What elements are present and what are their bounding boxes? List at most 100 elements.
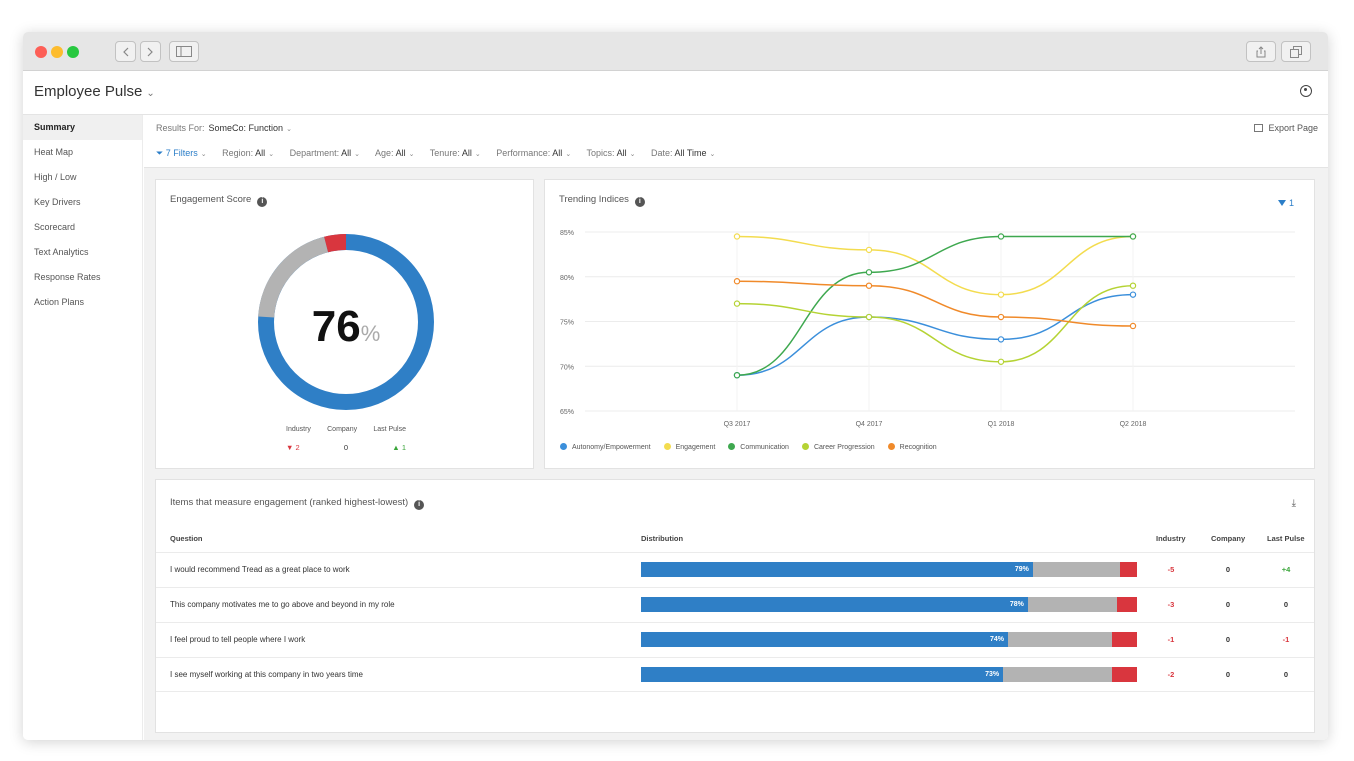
data-point[interactable] xyxy=(733,371,741,379)
engagement-score-card: Engagement Score i 76% Industry Company L… xyxy=(155,179,534,469)
chevron-down-icon: ⌄ xyxy=(268,151,275,158)
positive-segment: 73% xyxy=(641,667,1004,682)
comparison-company-value: 0 xyxy=(343,443,349,452)
table-row[interactable]: I would recommend Tread as a great place… xyxy=(156,552,1314,587)
filters-toggle[interactable]: ⏷ 7 Filters ⌄ xyxy=(156,148,207,158)
legend-label: Communication xyxy=(740,444,789,451)
data-point[interactable] xyxy=(1129,282,1137,289)
header-distribution: Distribution xyxy=(641,534,684,543)
sidebar-item-text-analytics[interactable]: Text Analytics xyxy=(34,247,89,257)
y-tick-label: 75% xyxy=(560,320,574,327)
data-point[interactable] xyxy=(733,300,741,307)
legend-item[interactable]: Recognition xyxy=(887,443,937,451)
results-for-selector[interactable]: Results For: SomeCo: Function ⌄ xyxy=(156,123,292,133)
legend-item[interactable]: Career Progression xyxy=(801,443,875,451)
share-button[interactable] xyxy=(1246,41,1276,62)
question-text: I see myself working at this company in … xyxy=(170,670,363,679)
filter-department-value: All xyxy=(341,148,352,158)
export-label: Export Page xyxy=(1268,123,1318,133)
legend-item[interactable]: Communication xyxy=(728,443,789,451)
data-point[interactable] xyxy=(997,233,1005,240)
data-point[interactable] xyxy=(733,278,741,285)
data-point[interactable] xyxy=(865,246,873,254)
info-icon[interactable]: i xyxy=(414,500,425,510)
data-point[interactable] xyxy=(865,313,873,321)
info-icon[interactable]: i xyxy=(634,197,645,207)
tabs-button[interactable] xyxy=(1281,41,1311,62)
filter-region[interactable]: Region: All ⌄ xyxy=(222,148,274,158)
data-point[interactable] xyxy=(1129,233,1137,240)
app-title-dropdown[interactable]: Employee Pulse ⌄ xyxy=(34,83,155,100)
export-page-button[interactable]: Export Page xyxy=(1254,123,1318,133)
score-unit: % xyxy=(360,321,381,346)
y-tick-label: 80% xyxy=(560,275,574,282)
data-point[interactable] xyxy=(997,291,1005,298)
filter-topics[interactable]: Topics: All ⌄ xyxy=(587,148,636,158)
positive-segment: 74% xyxy=(641,632,1009,647)
data-point[interactable] xyxy=(997,358,1005,365)
minimize-window-button[interactable] xyxy=(51,46,63,58)
chart-filter-button[interactable]: 1 xyxy=(1277,198,1294,208)
neutral-segment xyxy=(1008,632,1113,647)
forward-button[interactable] xyxy=(140,41,161,62)
sidebar-item-action-plans[interactable]: Action Plans xyxy=(34,297,85,307)
series-line-0 xyxy=(736,293,1134,376)
data-point[interactable] xyxy=(997,336,1005,343)
comparison-values: ▼ 2 0 ▲ 1 xyxy=(286,443,406,452)
filter-department[interactable]: Department: All ⌄ xyxy=(290,148,360,158)
items-title-text: Items that measure engagement (ranked hi… xyxy=(170,497,409,508)
sidebar-item-heat-map[interactable]: Heat Map xyxy=(34,147,74,157)
legend-item[interactable]: Engagement xyxy=(663,443,715,451)
info-icon[interactable]: i xyxy=(257,197,268,207)
filter-icon: ⏷ xyxy=(156,148,164,158)
last-pulse-delta: 1 xyxy=(401,443,406,452)
chart-legend: Autonomy/Empowerment Engagement Communicat… xyxy=(560,443,950,451)
neutral-segment xyxy=(1027,597,1118,612)
tabs-icon xyxy=(1290,45,1302,58)
sidebar-item-response-rates[interactable]: Response Rates xyxy=(34,272,101,282)
legend-swatch xyxy=(663,443,671,450)
back-button[interactable] xyxy=(115,41,136,62)
sidebar-item-key-drivers[interactable]: Key Drivers xyxy=(34,197,81,207)
filter-tenure[interactable]: Tenure: All ⌄ xyxy=(430,148,481,158)
sidebar-item-summary[interactable]: Summary xyxy=(23,115,142,140)
industry-delta: -2 xyxy=(1167,670,1175,679)
download-icon[interactable]: ⤓ xyxy=(1291,498,1296,509)
chevron-down-icon: ⌄ xyxy=(565,151,572,158)
maximize-window-button[interactable] xyxy=(67,46,79,58)
chevron-down-icon: ⌄ xyxy=(200,151,207,158)
close-window-button[interactable] xyxy=(35,46,47,58)
filter-age[interactable]: Age: All ⌄ xyxy=(375,148,414,158)
filter-age-label: Age: xyxy=(375,148,394,158)
share-icon xyxy=(1256,45,1266,57)
legend-item[interactable]: Autonomy/Empowerment xyxy=(560,443,651,451)
distribution-bar: 74% xyxy=(641,632,1137,647)
trending-title-text: Trending Indices xyxy=(559,194,629,205)
data-point[interactable] xyxy=(1129,291,1137,298)
table-row[interactable]: I see myself working at this company in … xyxy=(156,657,1314,692)
chevron-left-icon xyxy=(123,47,129,56)
sidebar-toggle-button[interactable] xyxy=(169,41,199,62)
company-delta: 0 xyxy=(1225,670,1231,679)
table-row[interactable]: This company motivates me to go above an… xyxy=(156,587,1314,622)
user-icon[interactable] xyxy=(1300,85,1312,97)
items-title: Items that measure engagement (ranked hi… xyxy=(170,497,425,510)
data-point[interactable] xyxy=(865,282,873,289)
trending-indices-title: Trending Indices i xyxy=(559,194,645,207)
data-point[interactable] xyxy=(865,269,873,276)
chevron-down-icon: ⌄ xyxy=(408,151,415,158)
data-point[interactable] xyxy=(733,233,741,240)
distribution-bar: 73% xyxy=(641,667,1137,682)
data-point[interactable] xyxy=(997,313,1005,321)
filter-date[interactable]: Date: All Time ⌄ xyxy=(651,148,715,158)
filter-performance[interactable]: Performance: All ⌄ xyxy=(496,148,571,158)
trending-indices-card: Trending Indices i 1 85% 80% 75% 70% 65% Q3 20… xyxy=(544,179,1315,469)
table-row[interactable]: I feel proud to tell people where I work… xyxy=(156,622,1314,657)
filter-region-value: All xyxy=(255,148,266,158)
y-tick-label: 85% xyxy=(560,230,574,237)
data-point[interactable] xyxy=(1129,322,1137,330)
sidebar-item-high-low[interactable]: High / Low xyxy=(34,172,77,182)
industry-delta: -3 xyxy=(1167,600,1175,609)
sidebar-item-scorecard[interactable]: Scorecard xyxy=(34,222,76,232)
filter-performance-value: All xyxy=(552,148,563,158)
